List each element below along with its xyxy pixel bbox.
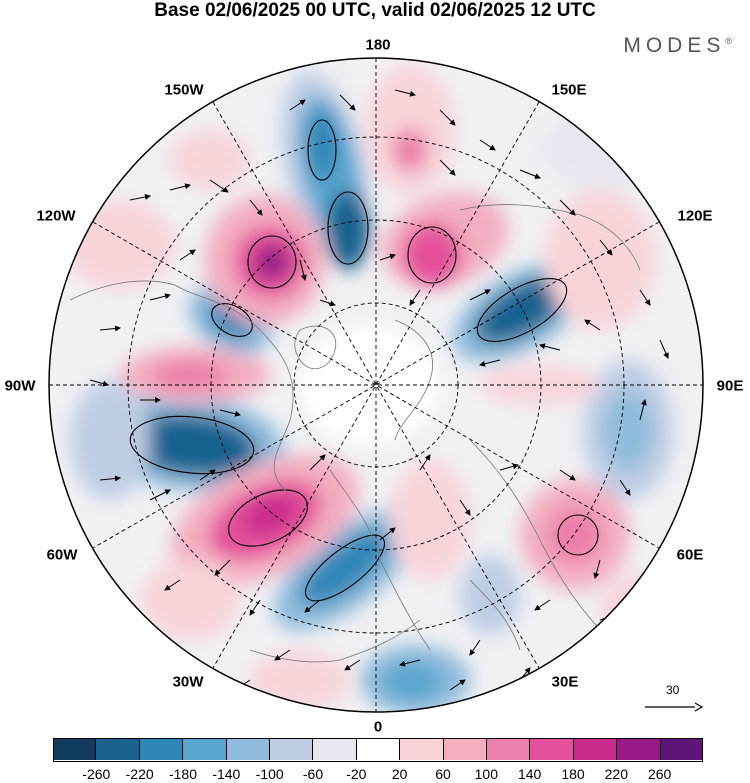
brand-name: MODES (623, 34, 726, 57)
lon-label-90w: 90W (4, 377, 36, 395)
colorbar-swatch (487, 738, 531, 760)
lon-label-30e: 30E (551, 673, 579, 691)
colorbar-tick-label: 220 (604, 766, 629, 782)
colorbar-swatch (139, 738, 184, 760)
colorbar-swatch (530, 738, 574, 760)
colorbar-swatch (356, 738, 401, 760)
graticule (49, 58, 703, 712)
colorbar-tick-label: 60 (435, 766, 451, 782)
colorbar-tick-label: -220 (125, 766, 154, 782)
lon-label-60w: 60W (46, 546, 78, 564)
colorbar-swatch (53, 738, 97, 760)
colorbar-tick-label: 20 (391, 766, 408, 782)
wind-vectors (89, 89, 669, 691)
map-border (48, 57, 704, 713)
colorbar-swatch (183, 738, 227, 760)
colorbar-swatch (660, 738, 704, 760)
reference-vector-label: 30 (666, 683, 680, 697)
colorbar-tick-label: -100 (255, 766, 284, 782)
lon-label-150e: 150E (551, 81, 587, 99)
colorbar-tick-label: -180 (168, 766, 198, 782)
contour-lines (129, 119, 599, 602)
registered-mark: ® (725, 36, 732, 46)
colorbar-swatch (400, 738, 444, 760)
colorbar-swatch (617, 738, 661, 760)
colorbar (53, 738, 704, 760)
colorbar-tick-label: 260 (647, 766, 672, 782)
colorbar-frame (53, 738, 703, 762)
anomaly-field (65, 65, 680, 712)
lon-label-120w: 120W (36, 207, 76, 225)
colorbar-tick-label: -20 (346, 766, 367, 782)
colorbar-swatch (226, 738, 271, 760)
lon-label-60e: 60E (676, 546, 704, 564)
colorbar-swatch (443, 738, 488, 760)
chart-title: Base 02/06/2025 00 UTC, valid 02/06/2025… (154, 0, 596, 21)
colorbar-tick-label: 140 (517, 766, 542, 782)
colorbar-tick-label: 180 (561, 766, 585, 782)
colorbar-tick-label: -140 (212, 766, 241, 782)
colorbar-tick-label: 100 (474, 766, 499, 782)
colorbar-swatch (270, 738, 314, 760)
modes-logo: MODES® (623, 34, 732, 58)
colorbar-swatch (573, 738, 618, 760)
colorbar-swatch (313, 738, 357, 760)
lon-label-30w: 30W (172, 673, 204, 691)
lon-label-150w: 150W (164, 81, 204, 99)
colorbar-tick-label: -260 (82, 766, 111, 782)
lon-label-180: 180 (365, 36, 391, 54)
lon-label-120e: 120E (677, 207, 713, 225)
colorbar-tick-label: -60 (302, 766, 324, 782)
lon-label-0: 0 (373, 718, 383, 736)
reference-vector-arrow (645, 702, 703, 712)
lon-label-90e: 90E (716, 377, 744, 395)
colorbar-swatch (96, 738, 140, 760)
